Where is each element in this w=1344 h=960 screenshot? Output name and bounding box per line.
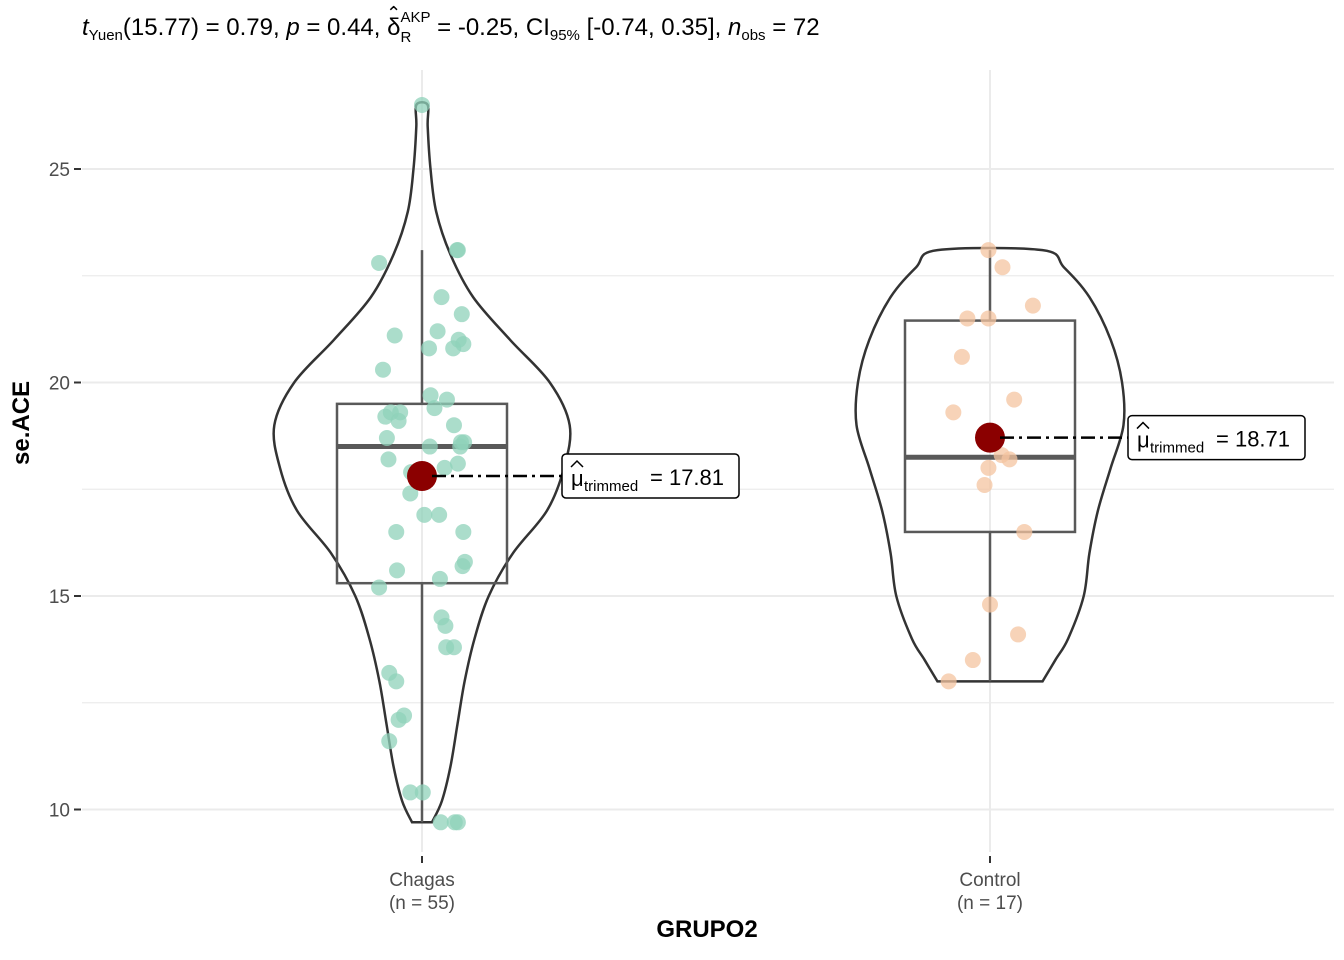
data-point	[449, 455, 466, 472]
data-point	[452, 438, 469, 455]
data-point	[1024, 297, 1041, 314]
data-point	[959, 310, 976, 327]
y-axis-label: se.ACE	[8, 380, 35, 465]
data-point	[953, 348, 970, 365]
data-point	[437, 617, 454, 634]
data-point	[380, 451, 397, 468]
data-point	[426, 400, 443, 417]
mean-label-symbol: μ	[1137, 428, 1150, 453]
data-point	[438, 391, 455, 408]
data-point	[429, 323, 446, 340]
mean-label-box	[1127, 414, 1306, 461]
data-point	[388, 673, 405, 690]
data-point	[449, 242, 466, 259]
data-point	[433, 289, 450, 306]
mean-label-value: = 18.71	[1216, 427, 1290, 452]
trimmed-mean-point	[975, 422, 1005, 453]
data-point	[431, 570, 448, 587]
data-point	[381, 733, 398, 750]
data-point	[982, 596, 998, 613]
x-tick-label: Chagas	[389, 870, 455, 891]
x-tick-label: Control	[959, 870, 1020, 891]
data-point	[388, 523, 405, 540]
mean-label-symbol: μ	[571, 466, 584, 491]
data-point	[1001, 451, 1018, 468]
data-point	[375, 361, 391, 378]
y-tick-label: 10	[49, 801, 70, 822]
data-point	[378, 430, 395, 447]
data-point	[1006, 391, 1023, 408]
x-tick-sublabel: (n = 17)	[957, 893, 1023, 914]
chart-title: tYuen(15.77) = 0.79, p = 0.44, ⌃ δ AKP R = …	[82, 3, 820, 46]
data-point	[432, 814, 449, 831]
data-point	[421, 340, 438, 357]
y-tick-label: 15	[49, 587, 70, 608]
data-point	[389, 562, 406, 579]
data-point	[1016, 523, 1033, 540]
data-point	[371, 254, 388, 271]
data-point	[431, 506, 448, 523]
data-point	[945, 404, 962, 421]
data-point	[940, 673, 957, 690]
data-point	[416, 506, 433, 523]
data-point	[371, 579, 388, 596]
data-point	[422, 387, 439, 404]
data-point	[455, 523, 472, 540]
data-point	[980, 459, 997, 476]
box-chagas	[335, 402, 509, 585]
data-point	[445, 417, 462, 434]
data-point	[1010, 626, 1027, 643]
data-point	[414, 784, 431, 801]
data-point	[446, 814, 463, 831]
data-point	[453, 306, 470, 323]
data-point	[421, 438, 438, 455]
data-point	[402, 784, 419, 801]
data-point	[414, 96, 430, 113]
x-tick-sublabel: (n = 55)	[389, 893, 455, 914]
data-point	[402, 485, 419, 502]
mean-label-subscript: trimmed	[1150, 440, 1204, 457]
data-point	[980, 242, 997, 259]
mean-label-box	[561, 453, 740, 499]
data-point	[377, 408, 394, 425]
data-point	[390, 412, 407, 429]
mean-label-subscript: trimmed	[584, 478, 638, 495]
y-tick-label: 25	[49, 160, 70, 181]
y-tick-label: 20	[49, 374, 70, 395]
data-point	[436, 459, 453, 476]
trimmed-mean-point	[407, 461, 437, 492]
mean-label-hat	[570, 459, 584, 468]
data-point	[994, 259, 1011, 276]
data-point	[445, 340, 462, 357]
mean-label-hat	[1136, 421, 1150, 430]
data-point	[964, 652, 981, 669]
data-point	[454, 558, 471, 575]
data-point	[390, 711, 407, 728]
data-point	[976, 476, 993, 493]
x-axis-label: GRUPO2	[656, 916, 758, 943]
mean-label-value: = 17.81	[650, 465, 724, 490]
data-point	[445, 639, 462, 656]
data-point	[386, 327, 403, 344]
data-point	[980, 310, 997, 327]
